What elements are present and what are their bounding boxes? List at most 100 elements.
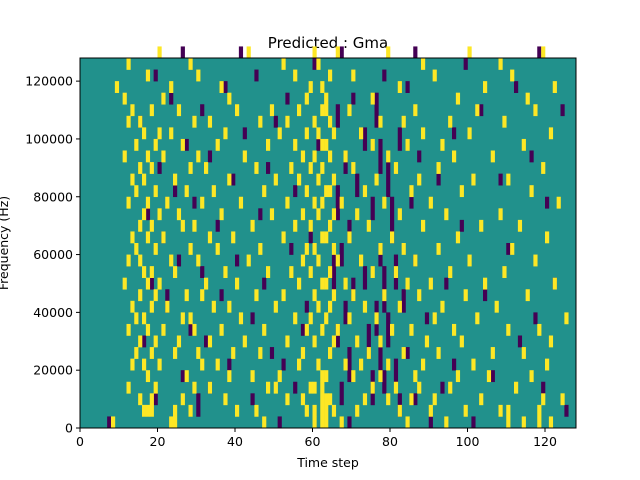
heatmap-cell-high — [273, 300, 278, 313]
heatmap-cell-high — [153, 243, 158, 255]
heatmap-cell-high — [351, 69, 356, 82]
heatmap-cell-high — [467, 127, 472, 140]
heatmap-cell-low — [188, 323, 193, 336]
heatmap-cell-high — [238, 312, 244, 325]
heatmap-cell-low — [471, 416, 476, 429]
heatmap-cell-low — [169, 92, 174, 105]
heatmap-cell-high — [421, 219, 426, 232]
heatmap-cell-high — [421, 358, 426, 371]
heatmap-cell-high — [297, 358, 302, 371]
heatmap-cell-high — [514, 381, 519, 394]
heatmap-cell-high — [145, 370, 151, 383]
heatmap-cell-high — [142, 127, 147, 140]
heatmap-cell-low — [397, 127, 402, 151]
heatmap-cell-high — [436, 243, 441, 255]
heatmap-cell-high — [393, 266, 399, 278]
heatmap-cell-low — [281, 358, 286, 371]
heatmap-cell-high — [138, 219, 143, 232]
heatmap-cell-high — [378, 370, 383, 383]
heatmap-cell-low — [436, 173, 441, 186]
heatmap-cell-low — [204, 335, 209, 348]
heatmap-cell-high — [266, 381, 271, 394]
heatmap-cell-high — [273, 381, 278, 394]
heatmap-cell-low — [533, 312, 538, 325]
heatmap-cell-high — [452, 323, 457, 336]
heatmap-cell-high — [188, 162, 193, 174]
heatmap-cell-high — [312, 46, 317, 59]
y-tick-label: 100000 — [25, 131, 73, 146]
heatmap-cell-high — [548, 416, 554, 429]
heatmap-cell-high — [328, 69, 333, 82]
y-tick-label: 60000 — [33, 247, 73, 262]
heatmap-cell-high — [173, 266, 178, 278]
heatmap-cell-low — [269, 347, 275, 359]
heatmap-cell-high — [304, 243, 309, 255]
heatmap-cell-high — [347, 104, 352, 117]
heatmap-cell-low — [339, 243, 344, 267]
heatmap-cell-low — [370, 196, 375, 221]
heatmap-cell-low — [428, 416, 433, 429]
heatmap-cell-high — [308, 312, 313, 325]
heatmap-cell-low — [227, 358, 232, 371]
heatmap-cell-high — [196, 347, 201, 359]
heatmap-cell-high — [122, 92, 127, 105]
heatmap-cell-high — [176, 104, 182, 117]
heatmap-cell-low — [304, 300, 309, 313]
heatmap-cell-high — [537, 404, 542, 429]
heatmap-cell-low — [308, 231, 313, 244]
heatmap-cell-high — [215, 243, 220, 255]
heatmap-cell-low — [537, 46, 542, 59]
heatmap-cell-high — [359, 254, 364, 267]
heatmap-cell-high — [269, 208, 275, 221]
heatmap-cell-high — [142, 208, 147, 221]
heatmap-cell-high — [304, 127, 309, 140]
heatmap-cell-high — [227, 370, 232, 383]
heatmap-cell-high — [320, 81, 325, 93]
heatmap-cell-high — [165, 196, 170, 209]
heatmap-cell-low — [200, 266, 205, 278]
heatmap-cell-high — [316, 300, 321, 313]
heatmap-cell-high — [320, 104, 325, 117]
heatmap-cell-high — [320, 138, 325, 151]
heatmap-cell-high — [316, 58, 321, 70]
heatmap-cell-high — [207, 335, 213, 348]
heatmap-cell-high — [169, 416, 174, 429]
heatmap-cell-high — [521, 138, 526, 151]
heatmap-cell-high — [483, 81, 488, 93]
heatmap-cell-high — [308, 162, 313, 174]
heatmap-cell-high — [176, 208, 182, 221]
heatmap-cell-high — [134, 243, 139, 255]
heatmap-cell-low — [560, 104, 565, 117]
heatmap-cell-high — [374, 312, 379, 325]
heatmap-cell-low — [440, 381, 445, 394]
heatmap-cell-high — [308, 381, 313, 394]
x-tick-label: 120 — [533, 434, 557, 449]
heatmap-cell-high — [169, 127, 174, 140]
y-axis-label: Frequency (Hz) — [0, 196, 11, 290]
heatmap-cell-high — [157, 277, 162, 290]
heatmap-cell-high — [359, 127, 364, 140]
heatmap-cell-high — [320, 381, 325, 429]
heatmap-cell-high — [262, 185, 267, 198]
heatmap-cell-high — [409, 393, 414, 406]
heatmap-cell-high — [149, 300, 154, 313]
heatmap-cell-high — [145, 196, 151, 209]
heatmap-cell-high — [324, 231, 329, 244]
heatmap-cell-low — [223, 81, 228, 93]
heatmap-cell-high — [312, 243, 317, 255]
heatmap-cell-high — [490, 150, 495, 163]
heatmap-cell-low — [541, 381, 546, 394]
heatmap-cell-high — [304, 404, 309, 417]
heatmap-cell-high — [320, 231, 325, 244]
heatmap-cell-high — [312, 404, 317, 417]
heatmap-cell-high — [258, 347, 263, 359]
x-tick-label: 80 — [382, 434, 398, 449]
heatmap-cell-high — [142, 404, 147, 417]
heatmap-cell-high — [541, 46, 546, 59]
heatmap-cell-high — [196, 150, 201, 163]
heatmap-cell-high — [250, 219, 255, 232]
x-tick-label: 0 — [76, 434, 84, 449]
heatmap-cell-high — [219, 81, 224, 93]
heatmap-cell-low — [347, 347, 352, 383]
heatmap-cell-high — [227, 300, 232, 313]
